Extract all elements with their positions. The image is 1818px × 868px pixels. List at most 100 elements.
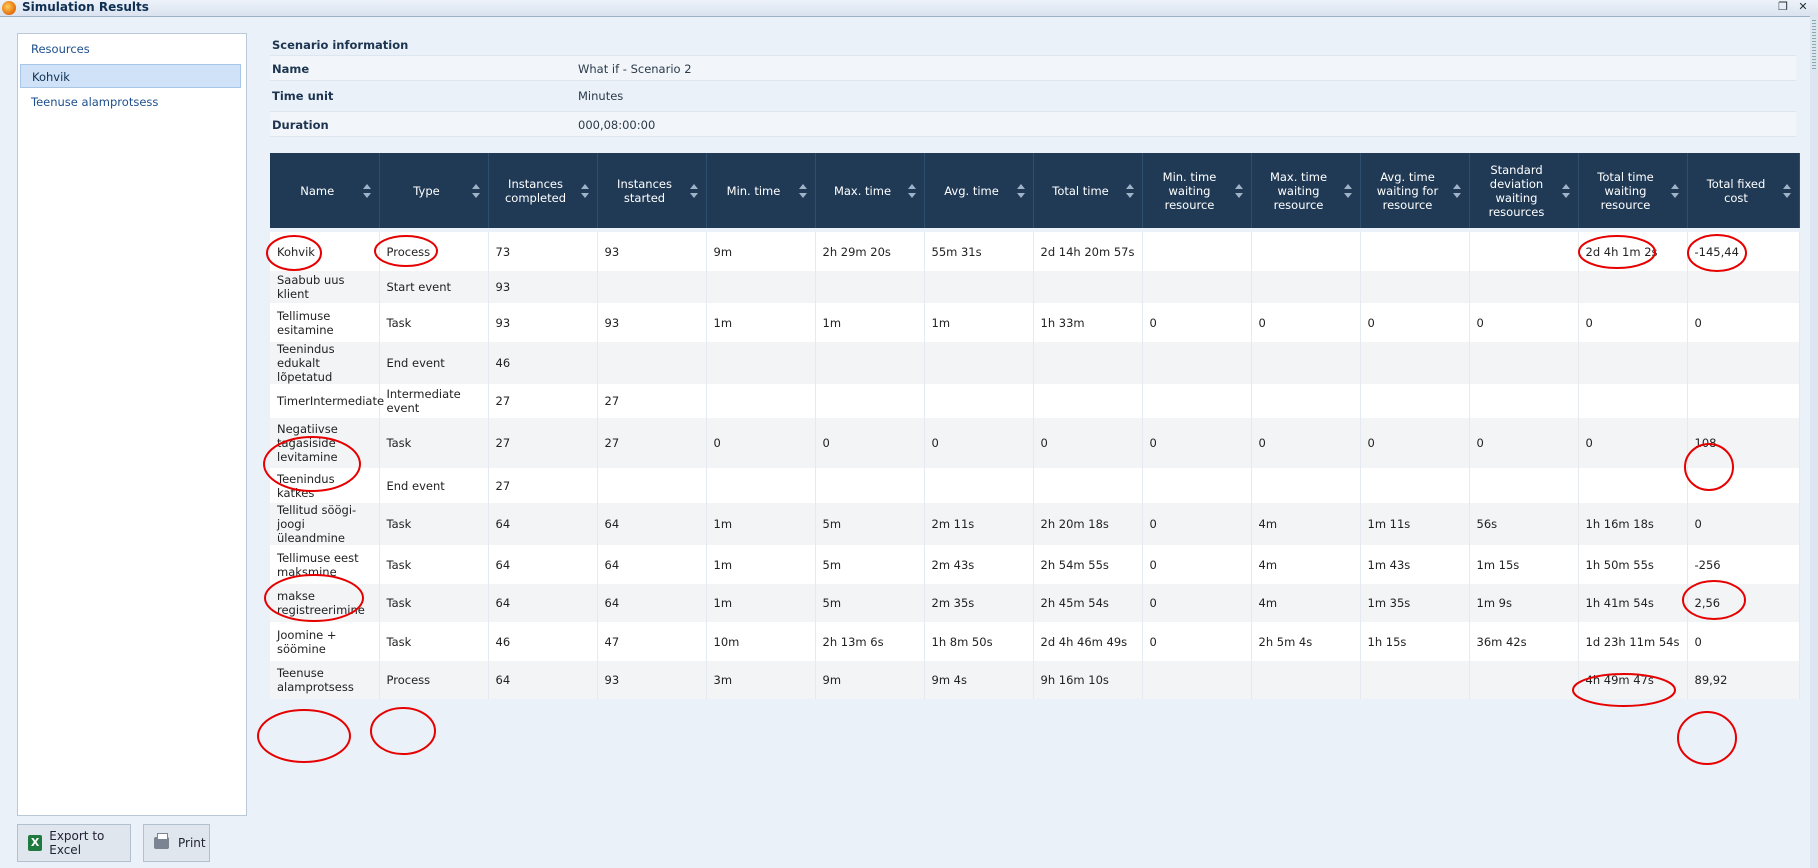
table-cell: 1h 16m 18s	[1578, 503, 1688, 545]
table-cell: 1m 9s	[1469, 584, 1579, 622]
table-cell: 64	[597, 545, 707, 584]
table-cell: 108	[1687, 418, 1800, 468]
table-cell: 93	[597, 661, 707, 699]
column-header[interactable]: Min. time waiting resource	[1142, 153, 1252, 228]
sidebar-item-teenuse-alamprotsess[interactable]: Teenuse alamprotsess	[31, 95, 159, 109]
table-cell: Teenindus katkes	[270, 468, 380, 503]
table-cell: 2h 29m 20s	[815, 232, 925, 271]
sort-icon[interactable]	[1561, 183, 1570, 198]
restore-icon[interactable]: ❐	[1778, 0, 1788, 13]
table-row[interactable]: Tellimuse esitamine Task 93 93 1m 1m 1m 1h 33m 0…	[270, 303, 1800, 342]
table-cell: 64	[488, 584, 598, 622]
sort-icon[interactable]	[471, 183, 480, 198]
table-row[interactable]: Negatiivse tagasiside levitamine Task 27 27…	[270, 418, 1800, 468]
column-header[interactable]: Instances started	[597, 153, 707, 228]
sort-icon[interactable]	[1343, 183, 1352, 198]
sort-icon[interactable]	[1670, 183, 1679, 198]
scenario-row-duration: Duration 000,08:00:00	[270, 111, 1796, 137]
table-row[interactable]: Kohvik Process 73 93 9m 2h 29m 20s 55m 31s 2d 1…	[270, 232, 1800, 271]
excel-icon: X	[28, 835, 43, 851]
table-cell	[1578, 384, 1688, 418]
column-header-label: Type	[413, 183, 440, 198]
table-cell: 0	[1469, 303, 1579, 342]
column-header[interactable]: Standard deviation waiting resources	[1469, 153, 1579, 228]
table-row[interactable]: Saabub uus klient Start event 93	[270, 271, 1800, 303]
table-cell: 2d 4h 46m 49s	[1033, 622, 1143, 661]
sort-icon[interactable]	[1016, 183, 1025, 198]
sort-icon[interactable]	[1452, 183, 1461, 198]
column-header[interactable]: Avg. time	[924, 153, 1034, 228]
table-row[interactable]: makse registreerimine Task 64 64 1m 5m 2m 35s 2…	[270, 584, 1800, 622]
table-cell: Tellimuse eest maksmine	[270, 545, 380, 584]
column-header[interactable]: Total time waiting resource	[1578, 153, 1688, 228]
table-row[interactable]: Tellitud söögi-joogi üleandmine Task 64 64 1…	[270, 503, 1800, 545]
column-header[interactable]: Name	[270, 153, 380, 228]
sort-icon[interactable]	[1782, 183, 1791, 198]
table-cell: Process	[379, 661, 489, 699]
table-cell: 1d 23h 11m 54s	[1578, 622, 1688, 661]
print-button[interactable]: Print	[143, 824, 210, 862]
column-header[interactable]: Max. time	[815, 153, 925, 228]
table-cell	[1578, 468, 1688, 503]
resize-grip[interactable]	[1812, 20, 1816, 70]
table-cell: Task	[379, 418, 489, 468]
table-cell: makse registreerimine	[270, 584, 380, 622]
table-cell	[706, 468, 816, 503]
table-cell	[1687, 384, 1800, 418]
sidebar-item-resources[interactable]: Resources	[31, 42, 90, 56]
sort-icon[interactable]	[689, 183, 698, 198]
table-row[interactable]: Teenindus edukalt lõpetatud End event 46	[270, 342, 1800, 384]
table-cell: 2d 14h 20m 57s	[1033, 232, 1143, 271]
print-button-label: Print	[178, 836, 206, 850]
table-cell: 1m 15s	[1469, 545, 1579, 584]
table-cell: 2h 20m 18s	[1033, 503, 1143, 545]
export-to-excel-button[interactable]: X Export to Excel	[17, 824, 131, 862]
table-cell: 1m	[815, 303, 925, 342]
table-cell: 0	[706, 418, 816, 468]
scenario-value: What if - Scenario 2	[578, 62, 692, 76]
table-cell	[815, 342, 925, 384]
table-cell: 4h 49m 47s	[1578, 661, 1688, 699]
sort-icon[interactable]	[580, 183, 589, 198]
table-row[interactable]: TimerIntermediate Intermediate event 27 27	[270, 384, 1800, 418]
table-cell: 64	[597, 503, 707, 545]
sort-icon[interactable]	[907, 183, 916, 198]
column-header-label: Avg. time waiting for resource	[1376, 169, 1439, 212]
sort-icon[interactable]	[1125, 183, 1134, 198]
column-header-label: Total fixed cost	[1706, 176, 1766, 205]
table-row[interactable]: Teenindus katkes End event 27	[270, 468, 1800, 503]
close-icon[interactable]: ✕	[1798, 0, 1808, 13]
table-cell: 0	[1360, 303, 1470, 342]
table-cell	[815, 468, 925, 503]
table-cell	[1360, 342, 1470, 384]
table-cell: 4m	[1251, 503, 1361, 545]
column-header[interactable]: Avg. time waiting for resource	[1360, 153, 1470, 228]
scenario-key: Name	[272, 62, 310, 76]
table-cell	[1360, 271, 1470, 303]
sort-icon[interactable]	[798, 183, 807, 198]
table-cell: Task	[379, 622, 489, 661]
table-cell	[1142, 271, 1252, 303]
table-cell: Joomine + söömine	[270, 622, 380, 661]
table-row[interactable]: Joomine + söömine Task 46 47 10m 2h 13m 6s 1h …	[270, 622, 1800, 661]
table-cell: Process	[379, 232, 489, 271]
sort-icon[interactable]	[362, 183, 371, 198]
table-cell: Kohvik	[270, 232, 380, 271]
table-cell: Task	[379, 303, 489, 342]
column-header[interactable]: Instances completed	[488, 153, 598, 228]
table-cell: 3m	[706, 661, 816, 699]
column-header[interactable]: Min. time	[706, 153, 816, 228]
table-row[interactable]: Teenuse alamprotsess Process 64 93 3m 9m 9m 4s…	[270, 661, 1800, 699]
table-cell: End event	[379, 468, 489, 503]
table-cell	[597, 271, 707, 303]
table-row[interactable]: Tellimuse eest maksmine Task 64 64 1m 5m 2m 43…	[270, 545, 1800, 584]
column-header-label: Instances started	[617, 176, 672, 205]
sort-icon[interactable]	[1234, 183, 1243, 198]
column-header[interactable]: Total time	[1033, 153, 1143, 228]
column-header[interactable]: Max. time waiting resource	[1251, 153, 1361, 228]
sidebar-item-kohvik[interactable]: Kohvik	[20, 64, 241, 88]
column-header[interactable]: Type	[379, 153, 489, 228]
table-cell: 1m 43s	[1360, 545, 1470, 584]
column-header[interactable]: Total fixed cost	[1687, 153, 1800, 228]
table-cell	[1251, 661, 1361, 699]
